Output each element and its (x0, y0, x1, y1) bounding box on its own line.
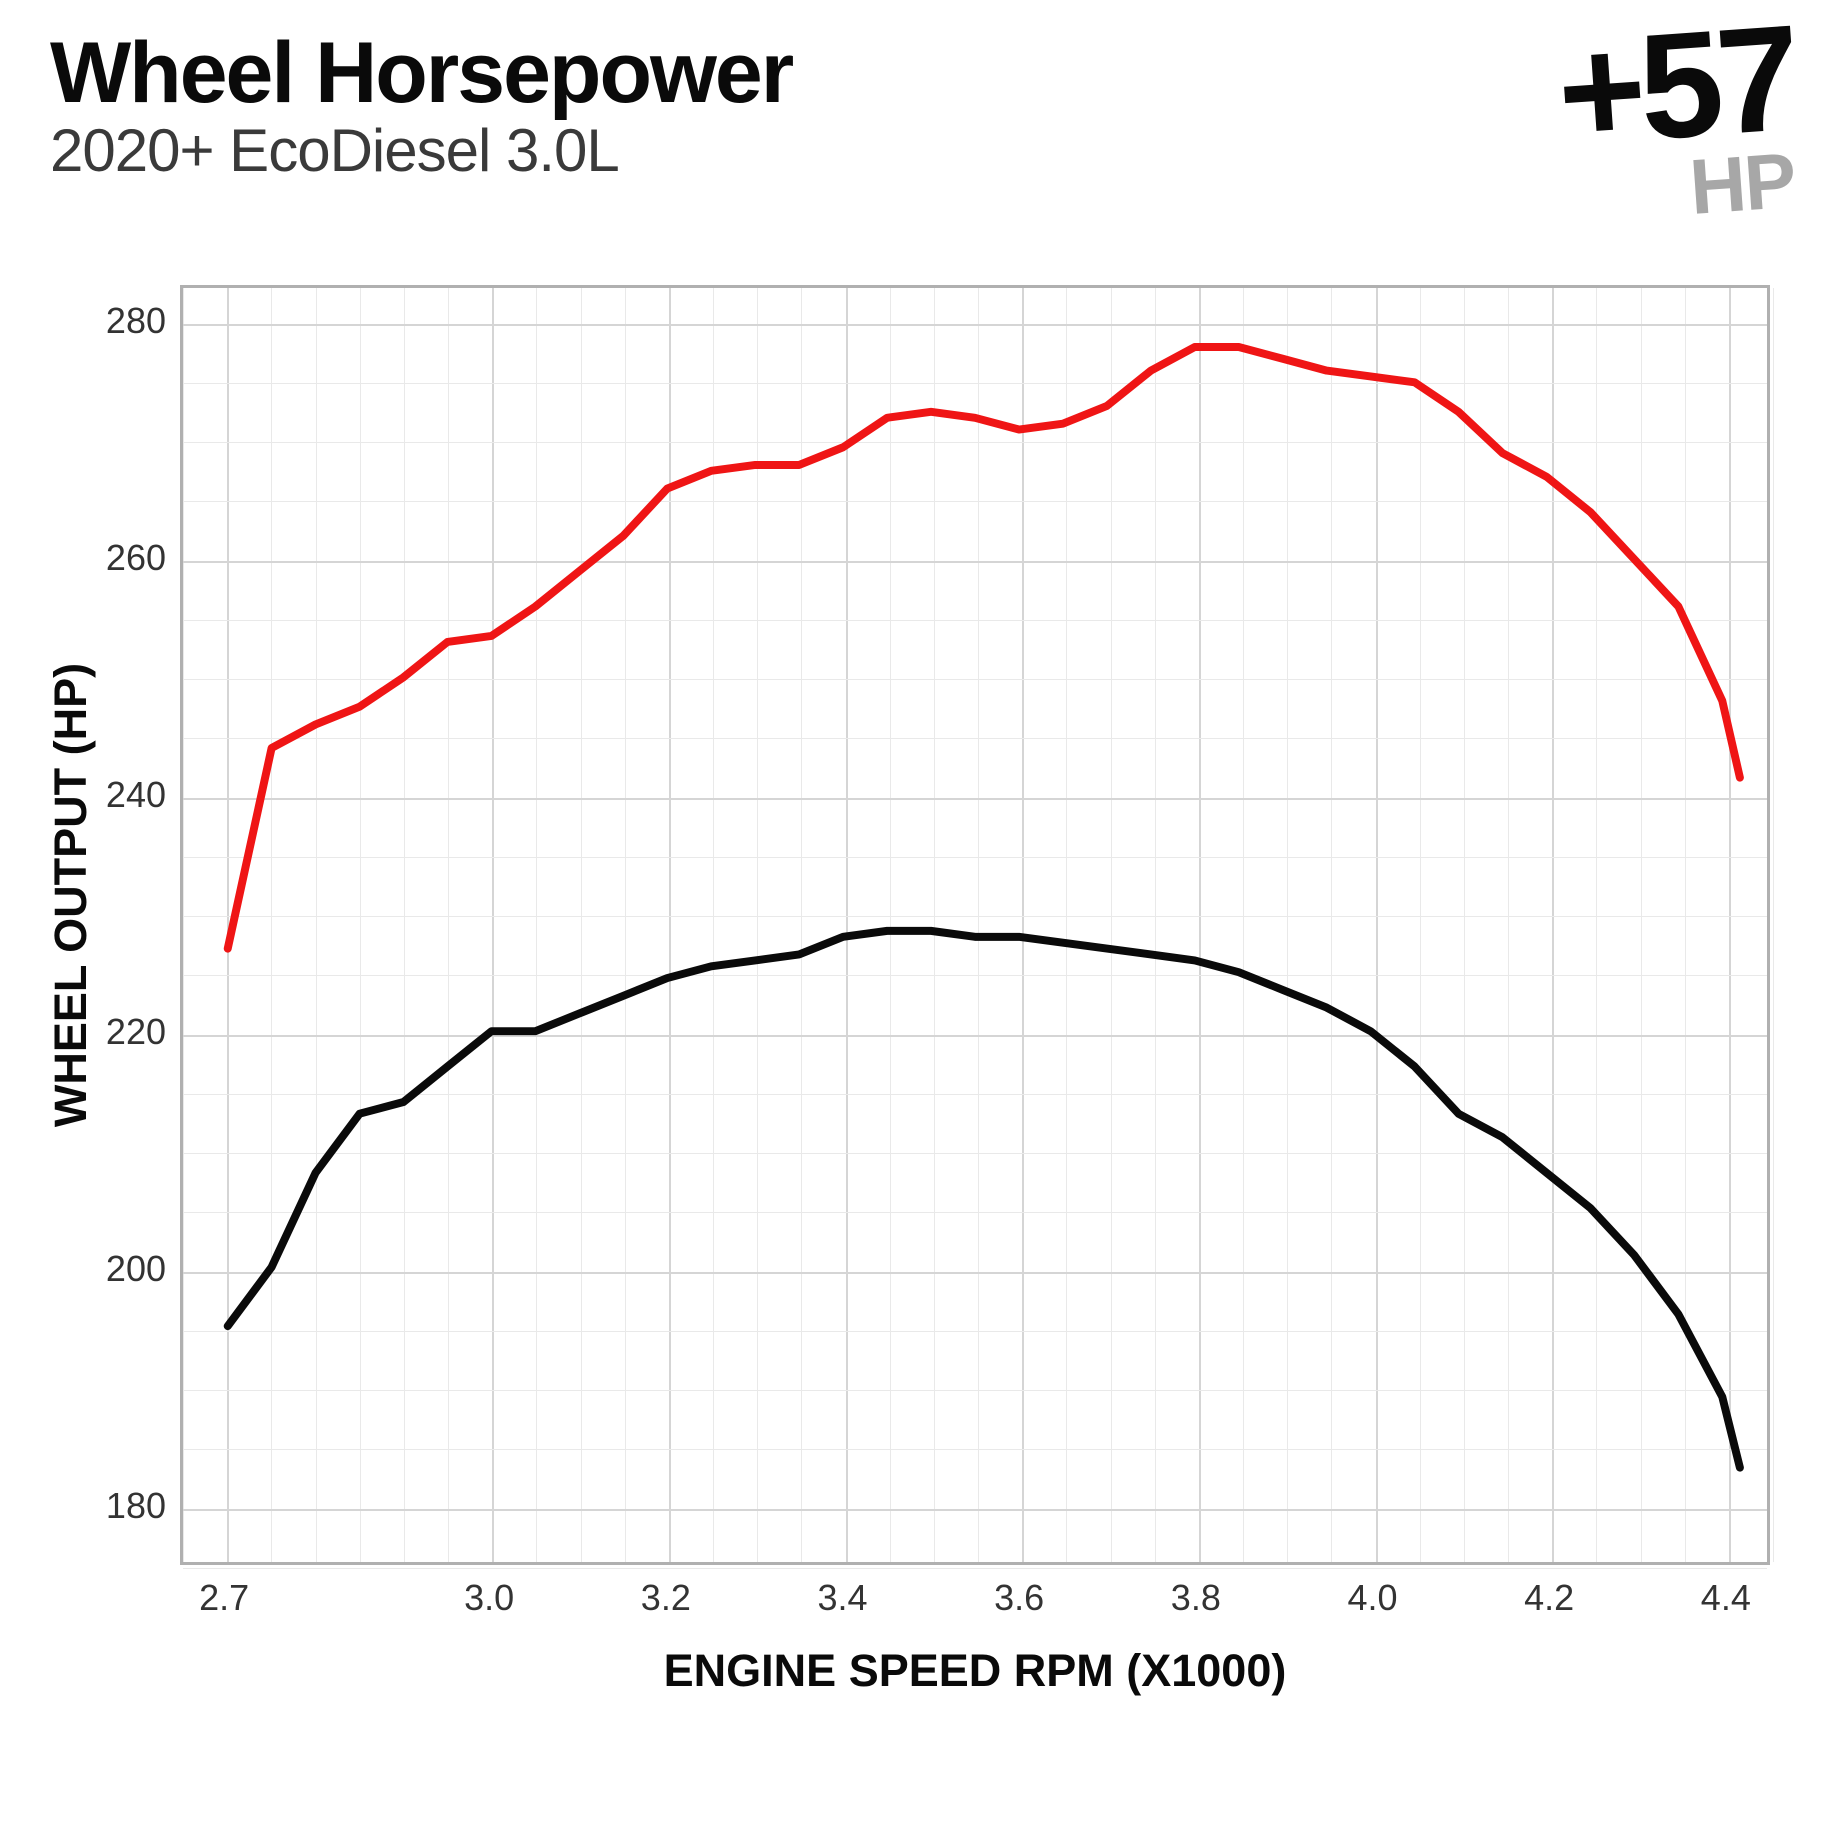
x-tick-label: 3.4 (817, 1577, 867, 1619)
chart-subtitle: 2020+ EcoDiesel 3.0L (50, 116, 792, 185)
y-tick-label: 200 (106, 1248, 166, 1290)
x-axis-title: ENGINE SPEED RPM (X1000) (664, 1645, 1287, 1697)
x-tick-label: 4.2 (1524, 1577, 1574, 1619)
line-chart-svg (183, 288, 1767, 1562)
y-tick-label: 240 (106, 774, 166, 816)
x-tick-label: 4.4 (1701, 1577, 1751, 1619)
plot-region (180, 285, 1770, 1565)
hp-gain-callout: +57 HP (1558, 18, 1794, 234)
x-tick-label: 3.6 (994, 1577, 1044, 1619)
x-tick-label: 3.0 (464, 1577, 514, 1619)
y-tick-label: 280 (106, 300, 166, 342)
chart-header: Wheel Horsepower 2020+ EcoDiesel 3.0L (50, 30, 792, 185)
series-line-stock (228, 931, 1740, 1468)
chart-title: Wheel Horsepower (50, 30, 792, 116)
y-tick-label: 220 (106, 1011, 166, 1053)
y-axis-title: WHEEL OUTPUT (HP) (45, 663, 97, 1127)
x-tick-label: 3.8 (1171, 1577, 1221, 1619)
series-line-tuned (228, 347, 1740, 949)
x-tick-label: 3.2 (641, 1577, 691, 1619)
chart-area: WHEEL OUTPUT (HP) ENGINE SPEED RPM (X100… (180, 255, 1770, 1645)
y-tick-label: 260 (106, 537, 166, 579)
x-tick-label: 2.7 (199, 1577, 249, 1619)
y-tick-label: 180 (106, 1485, 166, 1527)
x-tick-label: 4.0 (1347, 1577, 1397, 1619)
hp-gain-unit: HP (1555, 135, 1797, 242)
